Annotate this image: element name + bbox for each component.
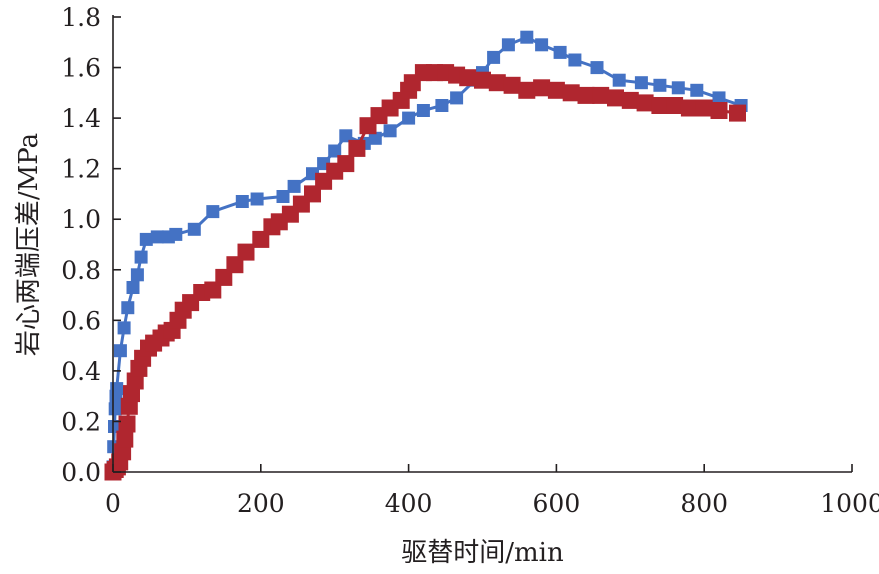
- y-axis-title: 岩心两端压差/MPa: [14, 133, 44, 356]
- y-tick-label: 1.4: [61, 104, 101, 133]
- series-1-point: [150, 230, 164, 244]
- series-1-point: [276, 190, 290, 203]
- series-1-point: [117, 321, 131, 335]
- y-tick-label: 0.6: [61, 306, 101, 335]
- series-1-point: [487, 50, 501, 64]
- series-1: [106, 30, 748, 474]
- axes: 0.0 0.2 0.4 0.6 0.8 1.0 1.2 1.4 1.6 1.8 0 200 400 600…: [61, 3, 879, 518]
- series-1-point: [435, 99, 449, 112]
- series-2-point: [533, 79, 551, 97]
- series-1-point: [121, 301, 135, 315]
- y-tick-label: 1.6: [61, 54, 101, 83]
- series-1-point: [383, 124, 397, 138]
- series-1-point: [113, 344, 127, 358]
- x-tick-label: 400: [385, 489, 433, 518]
- series-2-point: [474, 71, 491, 89]
- series-1-point: [612, 73, 626, 87]
- x-tick-label: 200: [237, 489, 285, 518]
- series-1-point: [501, 38, 515, 52]
- x-axis-title: 驱替时间/min: [401, 538, 564, 568]
- series-2-point: [695, 99, 713, 117]
- x-tick-label: 1000: [820, 489, 879, 518]
- series-1-point: [402, 111, 416, 125]
- series-1-point: [134, 250, 148, 264]
- series-1-point: [416, 104, 430, 117]
- series-2-point: [729, 104, 746, 122]
- series-layer: [104, 30, 748, 481]
- y-tick-label: 0.0: [61, 458, 101, 487]
- y-tick-label: 0.8: [61, 256, 101, 285]
- series-1-point: [535, 38, 549, 52]
- series-1-point: [712, 91, 726, 105]
- y-tick-label: 1.2: [61, 155, 101, 184]
- series-1-point: [139, 232, 153, 246]
- x-tick-label: 600: [533, 489, 581, 518]
- series-2: [104, 64, 746, 481]
- series-1-point: [368, 131, 382, 145]
- series-2-point: [562, 84, 580, 102]
- series-2-point: [518, 81, 536, 99]
- series-1-point: [108, 402, 122, 416]
- series-1-point: [108, 420, 121, 433]
- series-2-point: [337, 155, 355, 173]
- series-1-point: [339, 129, 353, 143]
- series-2-point: [503, 76, 521, 94]
- series-2-line: [111, 71, 738, 473]
- series-1-point: [130, 268, 144, 282]
- series-2-point: [348, 139, 366, 157]
- series-1-point: [250, 192, 264, 206]
- series-1-point: [169, 227, 183, 241]
- series-2-point: [636, 94, 654, 112]
- series-1-point: [328, 144, 342, 158]
- series-1-point: [520, 30, 534, 44]
- y-tick-label: 0.2: [61, 407, 101, 436]
- series-1-point: [690, 83, 704, 97]
- series-2-point: [710, 102, 728, 119]
- series-1-point: [206, 205, 220, 219]
- series-2-point: [680, 99, 698, 117]
- series-1-point: [653, 78, 667, 92]
- series-1-point: [287, 179, 301, 193]
- series-1-point: [671, 81, 685, 95]
- series-2-point: [666, 97, 684, 114]
- series-1-point: [553, 45, 567, 59]
- series-2-point: [577, 86, 595, 104]
- series-2-point: [621, 91, 639, 109]
- x-tick-label: 800: [680, 489, 728, 518]
- series-1-point: [235, 195, 249, 208]
- series-2-point: [651, 97, 669, 114]
- series-1-point: [450, 91, 464, 105]
- y-tick-label: 1.0: [61, 205, 101, 234]
- series-1-point: [126, 281, 140, 294]
- y-tick-label: 0.4: [61, 357, 101, 386]
- y-tick-label: 1.8: [61, 3, 101, 32]
- x-tick-label: 0: [105, 489, 121, 518]
- series-2-point: [459, 69, 477, 87]
- series-1-point: [187, 222, 201, 236]
- series-2-point: [592, 86, 610, 104]
- series-2-point: [488, 74, 506, 92]
- series-1-point: [110, 382, 124, 396]
- series-2-point: [547, 81, 565, 99]
- series-2-point: [118, 415, 136, 433]
- series-1-point: [634, 76, 648, 90]
- series-2-point: [607, 89, 624, 107]
- series-1-point: [568, 53, 582, 67]
- series-2-point: [237, 243, 255, 261]
- series-1-point: [590, 61, 604, 75]
- series-2-point: [116, 430, 134, 448]
